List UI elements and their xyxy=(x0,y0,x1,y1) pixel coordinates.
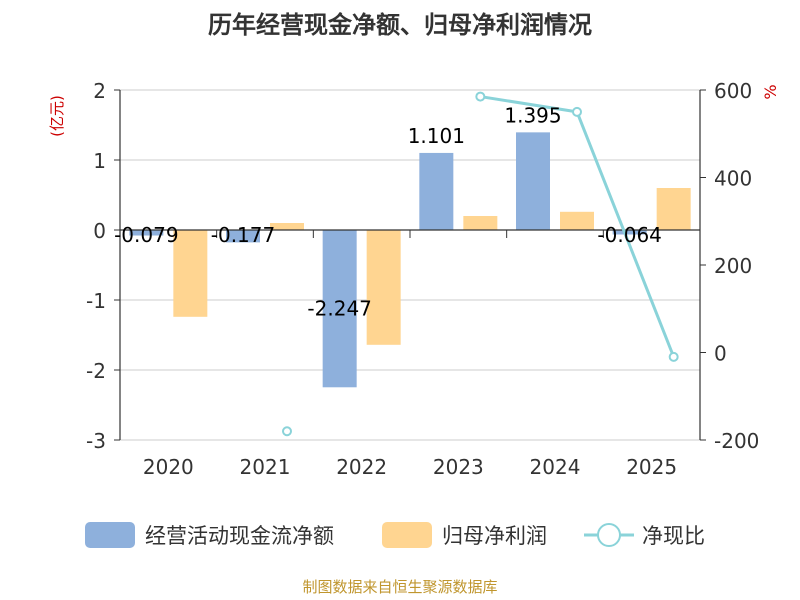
legend-label-net-profit: 归母净利润 xyxy=(442,524,547,548)
right-tick-label: 200 xyxy=(714,254,752,278)
bar xyxy=(656,188,691,230)
data-label: 1.101 xyxy=(408,124,465,148)
line-point xyxy=(668,351,679,362)
x-tick-label: 2023 xyxy=(433,455,484,479)
left-tick-label: 1 xyxy=(93,149,106,173)
left-axis-title: (亿元) xyxy=(48,95,66,137)
data-label: -0.177 xyxy=(211,223,275,247)
legend-label-cash-flow: 经营活动现金流净额 xyxy=(145,524,334,548)
bar xyxy=(270,223,304,230)
right-axis-title: % xyxy=(761,84,780,99)
x-tick-label: 2025 xyxy=(626,455,677,479)
right-tick-label: 400 xyxy=(714,167,752,191)
data-label: -2.247 xyxy=(307,297,371,321)
bar xyxy=(419,152,454,230)
bar xyxy=(322,230,357,388)
left-tick-label: -1 xyxy=(86,289,106,313)
axes: 2 1 0 -1 -2 -3 600 400 200 0 -200 (亿元)% 2020 2021 2022… xyxy=(48,79,780,479)
bar xyxy=(560,211,594,230)
bar xyxy=(173,230,208,317)
legend-swatch-net-profit xyxy=(382,522,432,548)
legend-swatch-marker xyxy=(597,523,621,547)
data-label: -0.064 xyxy=(597,223,661,247)
source-note: 制图数据来自恒生聚源数据库 xyxy=(302,578,497,596)
right-tick-label: 0 xyxy=(714,342,727,366)
left-tick-label: -3 xyxy=(86,429,106,453)
right-tick-label: 600 xyxy=(714,79,752,103)
bar xyxy=(516,132,550,230)
x-tick-label: 2022 xyxy=(336,455,387,479)
bars xyxy=(129,132,691,388)
x-tick-label: 2020 xyxy=(143,455,194,479)
bar xyxy=(129,230,164,236)
bar xyxy=(366,230,401,345)
right-tick-label: -200 xyxy=(714,429,759,453)
line-point xyxy=(282,426,292,437)
left-tick-label: -2 xyxy=(86,359,106,383)
line-point xyxy=(572,106,582,117)
bar xyxy=(612,230,647,235)
x-tick-label: 2024 xyxy=(530,455,581,479)
line-point xyxy=(475,91,486,102)
data-labels: -0.079 -0.177 -2.247 1.101 1.395 -0.064 xyxy=(114,103,662,320)
data-label: -0.079 xyxy=(114,223,178,247)
left-tick-label: 2 xyxy=(93,79,106,103)
legend-label-ratio: 净现比 xyxy=(642,524,705,548)
data-label: 1.395 xyxy=(504,103,561,127)
x-tick-label: 2021 xyxy=(240,455,291,479)
bar xyxy=(463,216,498,230)
line-series xyxy=(282,91,679,437)
left-tick-label: 0 xyxy=(93,219,106,243)
chart-title: 历年经营现金净额、归母净利润情况 xyxy=(208,11,592,39)
bar xyxy=(226,230,260,243)
legend: 经营活动现金流净额 归母净利润 净现比 xyxy=(85,522,705,548)
legend-swatch-cash-flow xyxy=(85,522,135,548)
